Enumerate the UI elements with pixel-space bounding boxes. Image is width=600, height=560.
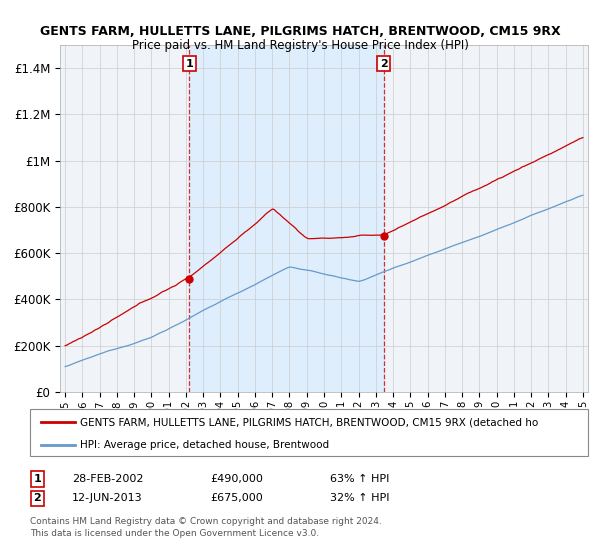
Text: 2: 2 [380,59,388,69]
Text: 1: 1 [34,474,41,484]
Bar [189,45,384,392]
FancyBboxPatch shape [30,409,588,456]
Text: This data is licensed under the Open Government Licence v3.0.: This data is licensed under the Open Gov… [30,529,319,538]
Text: GENTS FARM, HULLETTS LANE, PILGRIMS HATCH, BRENTWOOD, CM15 9RX (detached ho: GENTS FARM, HULLETTS LANE, PILGRIMS HATC… [80,417,538,427]
Text: Price paid vs. HM Land Registry's House Price Index (HPI): Price paid vs. HM Land Registry's House … [131,39,469,52]
Point [379,231,389,240]
Text: 63% ↑ HPI: 63% ↑ HPI [330,474,389,484]
Text: £490,000: £490,000 [210,474,263,484]
Text: HPI: Average price, detached house, Brentwood: HPI: Average price, detached house, Bren… [80,440,329,450]
Text: 1: 1 [185,59,193,69]
Point [184,274,194,283]
Text: GENTS FARM, HULLETTS LANE, PILGRIMS HATCH, BRENTWOOD, CM15 9RX: GENTS FARM, HULLETTS LANE, PILGRIMS HATC… [40,25,560,38]
Text: £675,000: £675,000 [210,493,263,503]
Text: 28-FEB-2002: 28-FEB-2002 [72,474,143,484]
Text: Contains HM Land Registry data © Crown copyright and database right 2024.: Contains HM Land Registry data © Crown c… [30,517,382,526]
Text: 12-JUN-2013: 12-JUN-2013 [72,493,143,503]
Text: 32% ↑ HPI: 32% ↑ HPI [330,493,389,503]
Text: 2: 2 [34,493,41,503]
